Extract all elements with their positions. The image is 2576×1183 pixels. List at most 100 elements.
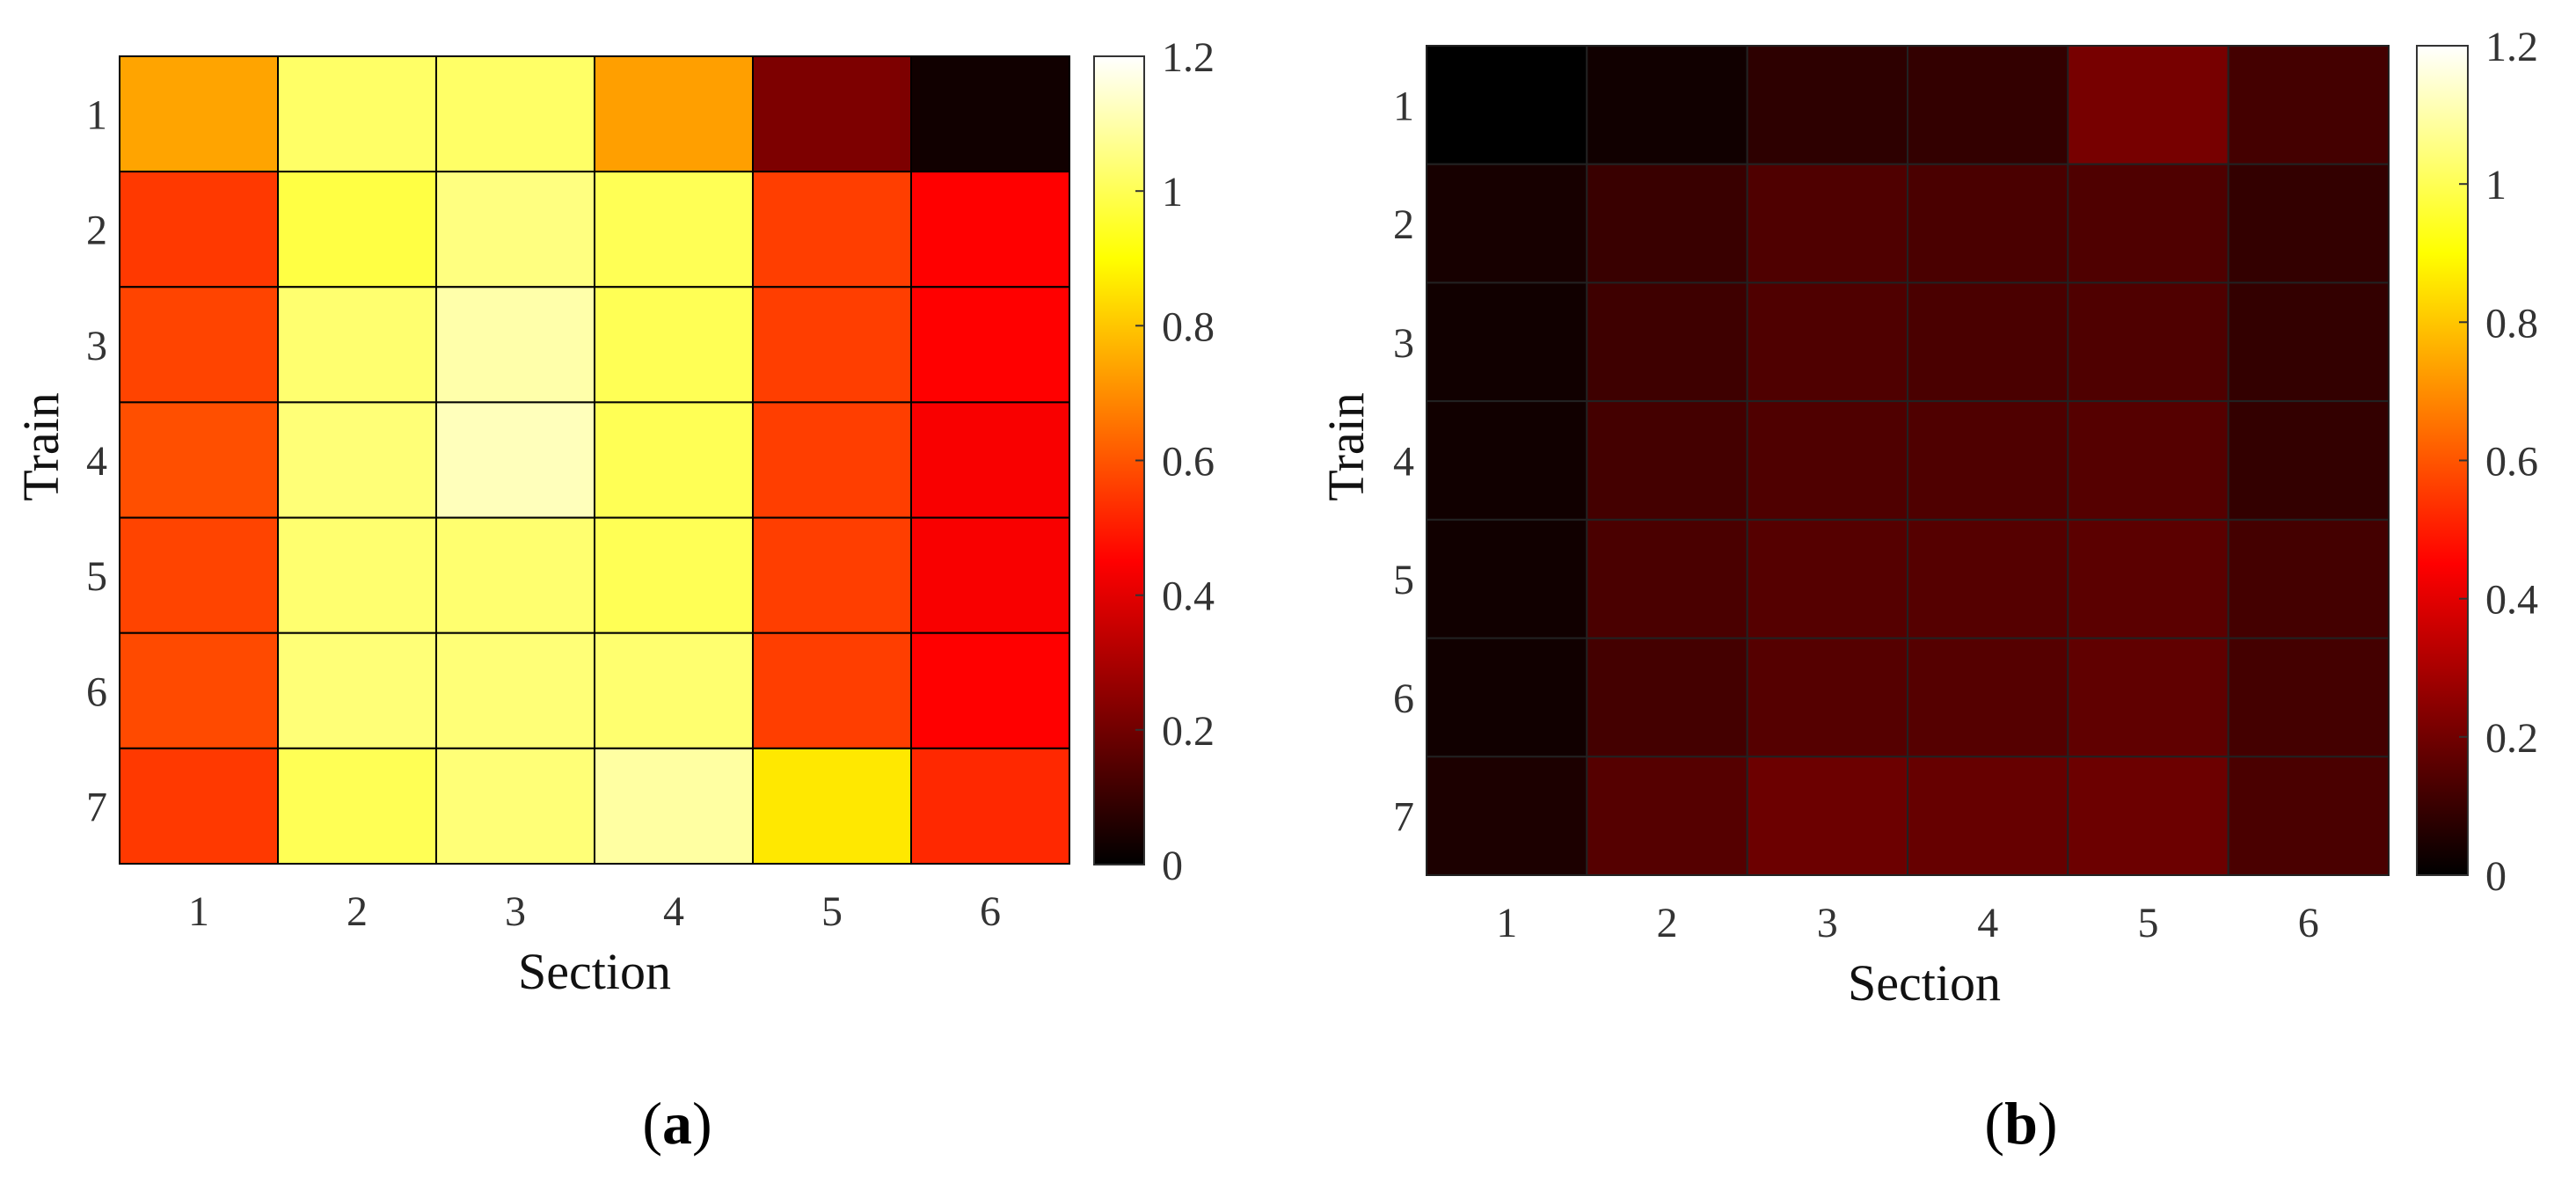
heatmap-cell <box>1746 400 1908 521</box>
colorbar-tick-label: 1 <box>1162 169 1183 215</box>
heatmap-cell <box>2067 400 2229 521</box>
heatmap-cell <box>2067 637 2229 758</box>
heatmap-cell <box>594 286 754 404</box>
y-tick-label: 4 <box>86 438 107 485</box>
heatmap-cell <box>1426 518 1588 639</box>
y-tick-label: 3 <box>86 323 107 369</box>
heatmap-cell <box>752 632 912 749</box>
heatmap-cell <box>910 55 1070 173</box>
colorbar-tick-label: 0.4 <box>1162 573 1215 620</box>
y-tick-label: 7 <box>86 784 107 830</box>
heatmap-cell <box>1586 45 1748 165</box>
x-ticks-a: 1 2 3 4 5 6 <box>188 888 1001 935</box>
heatmap-cell <box>119 401 279 519</box>
heatmap-cells-a <box>119 55 1070 865</box>
heatmap-cell <box>2227 281 2390 403</box>
heatmap-cell <box>752 747 912 865</box>
heatmap-cell <box>910 747 1070 865</box>
y-tick-label: 3 <box>1393 320 1414 367</box>
x-tick-label: 3 <box>1817 900 1838 946</box>
heatmap-cell <box>594 632 754 749</box>
heatmap-cell <box>1586 281 1748 403</box>
heatmap-cell <box>2227 756 2390 876</box>
colorbar-b: 0 0.2 0.4 0.6 0.8 1 1.2 <box>2416 24 2538 900</box>
heatmap-cell <box>594 516 754 634</box>
x-tick-label: 1 <box>188 888 209 935</box>
heatmap-cell <box>594 747 754 865</box>
y-tick-label: 4 <box>1393 439 1414 486</box>
heatmap-cell <box>1426 756 1588 876</box>
heatmap-cell <box>1907 637 2069 758</box>
heatmap-cell <box>119 516 279 634</box>
heatmap-cell <box>2067 45 2229 165</box>
heatmap-cell <box>277 747 437 865</box>
colorbar-tick-label: 1.2 <box>2485 24 2538 70</box>
colorbar-tick-label: 0.2 <box>2485 715 2538 762</box>
heatmap-cell <box>910 286 1070 404</box>
heatmap-cells-b <box>1426 45 2390 876</box>
x-tick-label: 2 <box>347 888 368 935</box>
heatmap-cell <box>277 632 437 749</box>
y-tick-label: 2 <box>1393 201 1414 248</box>
heatmap-cell <box>119 171 279 288</box>
heatmap-cell <box>435 171 595 288</box>
x-tick-label: 3 <box>505 888 526 935</box>
heatmap-cell <box>119 286 279 404</box>
heatmap-cell <box>594 171 754 288</box>
colorbar-tick-label: 0.6 <box>1162 439 1215 486</box>
x-tick-label: 4 <box>663 888 684 935</box>
heatmap-cell <box>2227 518 2390 639</box>
heatmap-cell <box>435 401 595 519</box>
heatmap-cell <box>1907 400 2069 521</box>
x-axis-label-a: Section <box>518 943 671 1000</box>
colorbar-tick-label: 1 <box>2485 162 2507 208</box>
heatmap-cell <box>752 286 912 404</box>
x-ticks-b: 1 2 3 4 5 6 <box>1496 900 2319 946</box>
heatmap-cell <box>910 401 1070 519</box>
panel-label-a: (a) <box>642 1090 712 1157</box>
y-tick-label: 1 <box>86 92 107 139</box>
colorbar-tick-label: 1.2 <box>1162 34 1215 81</box>
y-tick-label: 1 <box>1393 83 1414 129</box>
y-axis-label-b: Train <box>1317 392 1375 501</box>
colorbar-tick-label: 0 <box>1162 843 1183 889</box>
colorbar-tick-label: 0.6 <box>2485 439 2538 486</box>
heatmap-cell <box>2227 45 2390 165</box>
heatmap-cell <box>594 55 754 173</box>
heatmap-cell <box>277 55 437 173</box>
colorbar-tick-label: 0.8 <box>1162 303 1215 350</box>
y-axis-label-a: Train <box>12 392 69 501</box>
heatmap-cell <box>277 401 437 519</box>
heatmap-cell <box>752 171 912 288</box>
colorbar-tick-label: 0.2 <box>1162 708 1215 755</box>
heatmap-cell <box>277 516 437 634</box>
heatmap-cell <box>119 55 279 173</box>
colorbar-a: 0 0.2 0.4 0.6 0.8 1 1.2 <box>1093 34 1215 889</box>
heatmap-cell <box>1746 518 1908 639</box>
heatmap-cell <box>1746 45 1908 165</box>
y-tick-label: 6 <box>1393 675 1414 722</box>
heatmap-cell <box>1746 281 1908 403</box>
panel-label-b: (b) <box>1984 1090 2057 1157</box>
y-ticks-a: 1 2 3 4 5 6 7 <box>86 92 107 831</box>
heatmap-cell <box>1907 756 2069 876</box>
heatmap-cell <box>1907 163 2069 284</box>
heatmap-cell <box>2067 281 2229 403</box>
y-tick-label: 2 <box>86 208 107 254</box>
heatmap-cell <box>435 747 595 865</box>
x-tick-label: 5 <box>821 888 843 935</box>
heatmap-cell <box>910 171 1070 288</box>
heatmap-cell <box>1746 756 1908 876</box>
heatmap-cell <box>910 516 1070 634</box>
heatmap-cell <box>752 516 912 634</box>
heatmap-cell <box>2067 756 2229 876</box>
heatmap-cell <box>435 286 595 404</box>
x-tick-label: 6 <box>2298 900 2319 946</box>
heatmap-cell <box>1426 637 1588 758</box>
heatmap-cell <box>119 632 279 749</box>
heatmap-cell <box>277 171 437 288</box>
heatmap-cell <box>277 286 437 404</box>
heatmap-cell <box>1426 281 1588 403</box>
